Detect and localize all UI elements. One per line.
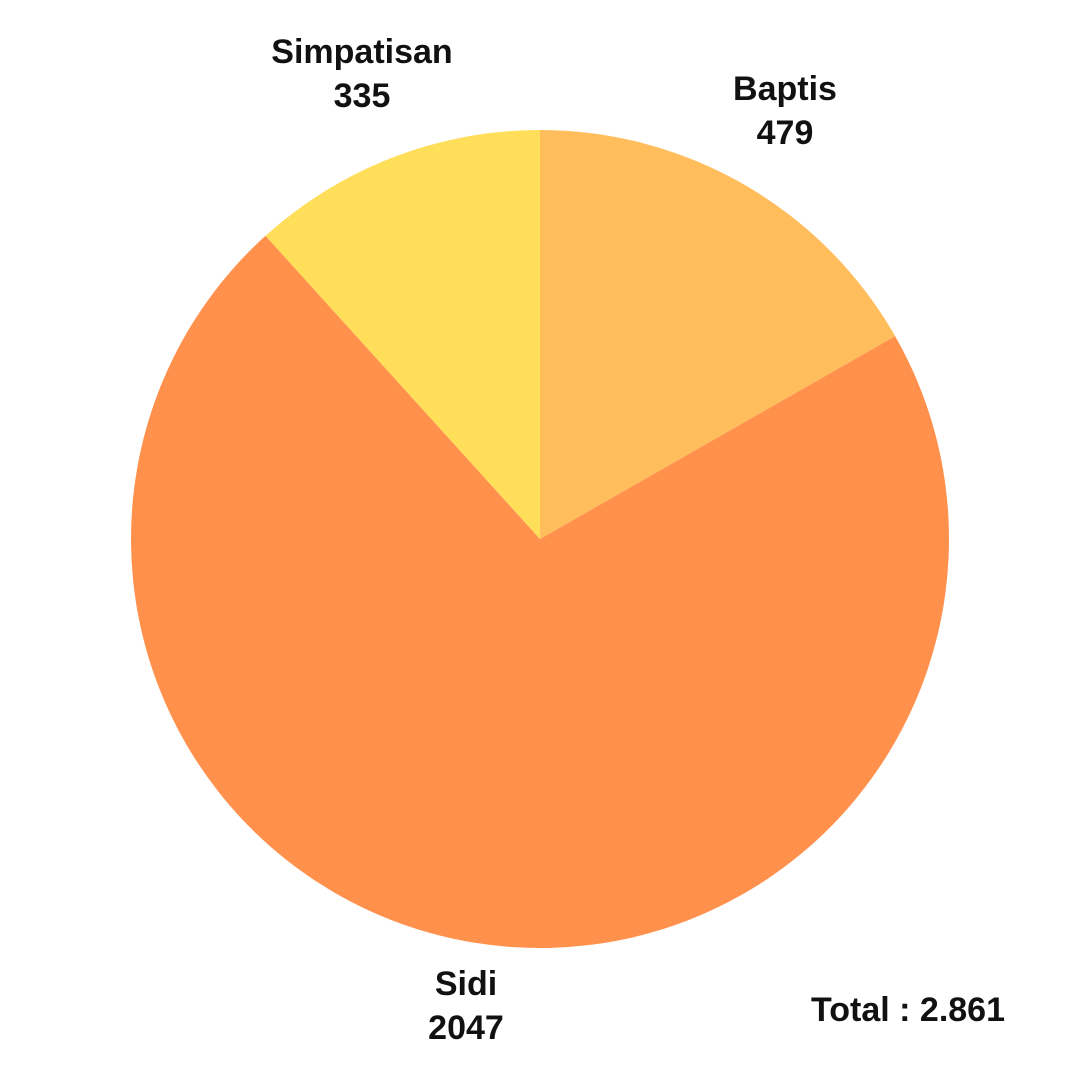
- slice-name-label-simpatisan: Simpatisan: [271, 33, 452, 71]
- pie-labels: Baptis 479 Sidi 2047 Simpatisan 335: [271, 33, 837, 1047]
- pie-slice-simpatisan: [265, 130, 540, 539]
- pie-slice-baptis: [540, 130, 896, 539]
- pie-slices: [130, 130, 950, 948]
- slice-value-label-simpatisan: 335: [334, 77, 391, 115]
- slice-value-label-sidi: 2047: [428, 1009, 504, 1047]
- pie-slice-sidi: [130, 235, 950, 948]
- slice-value-label-baptis: 479: [757, 114, 814, 152]
- slice-name-label-sidi: Sidi: [435, 965, 497, 1003]
- total-label: Total : 2.861: [811, 991, 1005, 1029]
- slice-name-label-baptis: Baptis: [733, 70, 837, 108]
